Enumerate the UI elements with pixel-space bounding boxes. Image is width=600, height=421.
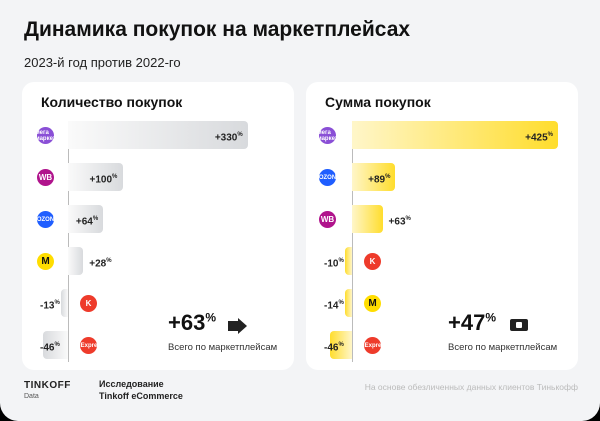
bar-label: -46% [324,342,344,354]
chart-title: Сумма покупок [325,94,431,110]
bar-мегамаркет [352,121,559,149]
bar-aliexpress [329,331,352,359]
bar-label: -46% [40,342,60,354]
logo-aliexpress: AliExpress [80,337,97,354]
bar-label: +28% [89,258,112,270]
data-source-note: На основе обезличенных данных клиентов Т… [364,382,578,392]
bar-aliexpress [42,331,68,359]
logo-мегамаркет: мега маркет [37,127,54,144]
bar-казань-экспресс [345,247,352,275]
logo-яндекс-маркет: М [364,295,381,312]
logo-мегамаркет: мега маркет [319,127,336,144]
page-title: Динамика покупок на маркетплейсах [24,18,411,41]
bar-label: -10% [324,258,344,270]
logo-wildberries: WB [37,169,54,186]
zero-axis [68,122,69,362]
total-value: +47% [448,310,496,335]
bar-label: +64% [75,216,99,228]
bar-ozon [68,205,103,233]
logo-aliexpress: AliExpress [364,337,381,354]
logo-яндекс-маркет: М [37,253,54,270]
research-line1: Исследование [99,379,164,389]
banknote-icon [510,319,528,331]
brand-sub: Data [24,393,39,400]
bar-label: +89% [368,174,391,186]
logo-казань-экспресс: K [80,295,97,312]
logo-wildberries: WB [319,211,336,228]
chart-title: Количество покупок [41,94,183,110]
logo-ozon: OZON [37,211,54,228]
logo-ozon: OZON [319,169,336,186]
bar-label: +100% [89,174,118,186]
zero-axis [352,122,353,362]
bar-wildberries [352,205,383,233]
chart-card-sum: Сумма покупок +425% мега маркет +89% OZON +6… [306,82,578,370]
logo-казань-экспресс: K [364,253,381,270]
bar-label: +425% [525,132,553,144]
bar-яндекс-маркет [345,289,352,317]
page-subtitle: 2023-й год против 2022-го [24,55,181,70]
bar-label: +63% [388,216,411,228]
bar-мегамаркет [68,121,248,149]
bar-label: +330% [214,132,243,144]
bar-label: -14% [324,300,344,312]
research-line2: Tinkoff eCommerce [99,391,183,401]
total-caption: Всего по маркетплейсам [168,342,278,353]
bar-казань-экспресс [60,289,68,317]
bar-wildberries [68,163,123,191]
chart-card-count: Количество покупок +330% мега маркет +100%… [22,82,294,370]
hand-pointing-icon [228,318,247,334]
brand-logo: TINKOFF [24,380,71,391]
bar-яндекс-маркет [68,247,84,275]
bar-label: -13% [40,300,60,312]
total-caption: Всего по маркетплейсам [448,342,558,353]
bar-ozon [352,163,396,191]
total-value: +63% [168,310,216,335]
